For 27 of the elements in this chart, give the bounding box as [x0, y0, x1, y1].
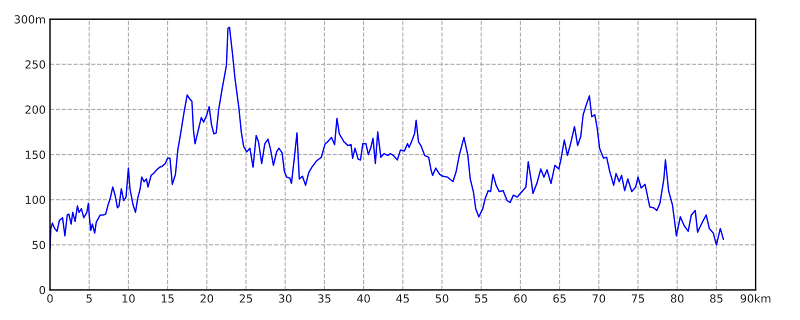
x-tick-label: 75 — [632, 294, 644, 303]
y-tick-label: 100 — [26, 196, 46, 204]
x-tick-label: 60 — [514, 294, 527, 303]
x-tick-label: 25 — [240, 294, 252, 303]
x-tick-label: 35 — [318, 294, 330, 303]
y-tick-label: 300m — [14, 15, 45, 24]
y-tick-label: 150 — [26, 150, 46, 159]
x-tick-label: 90km — [740, 294, 770, 303]
x-tick-label: 85 — [710, 294, 722, 303]
x-tick-label: 5 — [86, 294, 92, 303]
x-tick-label: 45 — [396, 294, 409, 303]
x-tick-label: 10 — [122, 294, 135, 303]
x-tick-label: 40 — [357, 294, 370, 303]
x-tick-label: 15 — [162, 294, 174, 303]
x-tick-label: 30 — [278, 294, 292, 303]
x-tick-label: 0 — [47, 294, 53, 303]
x-tick-label: 70 — [592, 294, 606, 303]
x-tick-label: 80 — [670, 294, 684, 303]
x-tick-label: 65 — [553, 294, 566, 303]
y-tick-label: 200 — [25, 105, 46, 114]
y-tick-label: 0 — [39, 286, 46, 294]
x-tick-label: 20 — [200, 294, 214, 303]
x-tick-label: 50 — [436, 294, 448, 303]
y-tick-label: 250 — [25, 60, 46, 69]
x-tick-label: 55 — [474, 294, 488, 303]
y-tick-label: 50 — [32, 240, 46, 250]
line-series — [50, 26, 724, 251]
